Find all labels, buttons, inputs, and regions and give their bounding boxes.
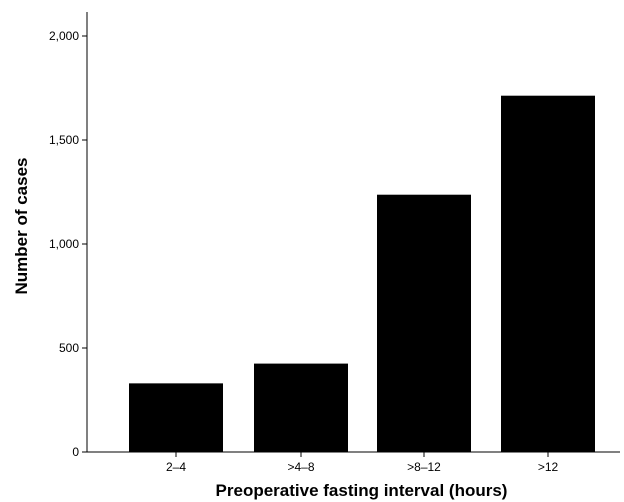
y-tick-label: 1,000 bbox=[49, 237, 79, 251]
x-tick-label: 2–4 bbox=[166, 460, 186, 474]
y-tick-label: 0 bbox=[72, 445, 79, 459]
bar-2 bbox=[377, 194, 471, 453]
y-axis-title: Number of cases bbox=[12, 158, 31, 295]
bar-1 bbox=[254, 363, 348, 452]
bars bbox=[129, 95, 595, 453]
y-tick-label: 500 bbox=[59, 341, 79, 355]
x-axis-ticks: 2–4 >4–8 >8–12 >12 bbox=[166, 452, 559, 474]
x-tick-label: >8–12 bbox=[407, 460, 441, 474]
bar-0 bbox=[129, 383, 223, 452]
y-tick-label: 2,000 bbox=[49, 29, 79, 43]
plot-area: 0 500 1,000 1,500 2,000 2–4 >4–8 >8–12 >12 bbox=[49, 12, 620, 474]
y-axis-ticks: 0 500 1,000 1,500 2,000 bbox=[49, 29, 87, 459]
x-axis-title: Preoperative fasting interval (hours) bbox=[216, 481, 508, 500]
y-tick-label: 1,500 bbox=[49, 133, 79, 147]
bar-3 bbox=[501, 95, 595, 453]
x-tick-label: >12 bbox=[538, 460, 559, 474]
x-tick-label: >4–8 bbox=[287, 460, 314, 474]
